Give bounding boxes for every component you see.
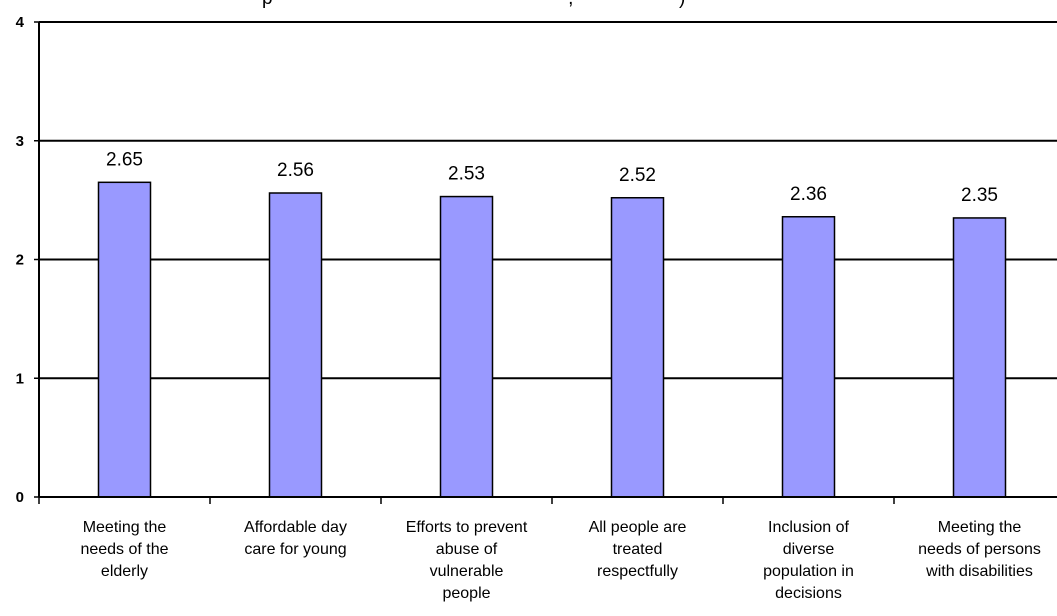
- x-category-label: Meeting the needs of the elderly: [80, 519, 168, 580]
- y-tick-label: 0: [16, 489, 24, 506]
- data-label: 2.36: [790, 184, 827, 205]
- chart-title: p , ): [262, 0, 685, 9]
- x-category-label-line: population in: [763, 563, 854, 580]
- x-category-label-line: vulnerable: [430, 563, 504, 580]
- x-category-label: Meeting the needs of persons with disabili…: [918, 519, 1041, 580]
- x-category-label-line: Meeting the: [938, 519, 1022, 536]
- x-category-label: Affordable day care for young: [244, 519, 347, 558]
- bar: [439, 195, 494, 498]
- data-label: 2.52: [619, 165, 656, 186]
- axes: [38, 22, 1057, 504]
- x-category-label-line: Efforts to prevent: [406, 519, 528, 536]
- x-category-label: Inclusion of diverse population in decision…: [763, 519, 854, 602]
- x-category-label-line: needs of the: [80, 541, 168, 558]
- gridlines: [34, 21, 1057, 498]
- bar: [97, 181, 152, 498]
- x-category-label-line: needs of persons: [918, 541, 1041, 558]
- data-label: 2.56: [277, 160, 314, 181]
- data-label: 2.65: [106, 149, 143, 170]
- x-category-label-line: decisions: [775, 585, 842, 602]
- x-category-label-line: abuse of: [436, 541, 498, 558]
- bar: [268, 192, 323, 498]
- x-category-label-line: diverse: [783, 541, 835, 558]
- bars: [97, 181, 1007, 498]
- bar: [781, 216, 836, 498]
- data-label: 2.53: [448, 164, 485, 185]
- bar: [610, 197, 665, 498]
- x-category-labels: Meeting the needs of the elderly Affordable…: [80, 519, 1040, 602]
- data-label: 2.35: [961, 185, 998, 206]
- x-category-label-line: with disabilities: [925, 563, 1033, 580]
- y-tick-label: 4: [16, 14, 25, 31]
- x-category-label-line: Inclusion of: [768, 519, 849, 536]
- y-tick-label: 2: [16, 252, 24, 269]
- x-category-label-line: All people are: [589, 519, 687, 536]
- x-category-label-line: Affordable day: [244, 519, 347, 536]
- y-tick-label: 3: [16, 133, 24, 150]
- x-category-label: Efforts to prevent abuse of vulnerable peop…: [406, 519, 528, 602]
- x-category-label-line: care for young: [244, 541, 346, 558]
- x-category-label-line: respectfully: [597, 563, 678, 580]
- bar: [952, 217, 1007, 498]
- x-category-label-line: people: [442, 585, 490, 602]
- y-tick-label: 1: [16, 370, 24, 387]
- x-category-label-line: treated: [613, 541, 663, 558]
- x-category-label-line: Meeting the: [83, 519, 167, 536]
- x-category-label: All people are treated respectfully: [589, 519, 687, 580]
- x-category-label-line: elderly: [101, 563, 148, 580]
- data-labels: 2.65 2.56 2.53 2.52 2.36 2.35: [106, 149, 998, 206]
- y-tick-labels: 0 1 2 3 4: [16, 14, 25, 506]
